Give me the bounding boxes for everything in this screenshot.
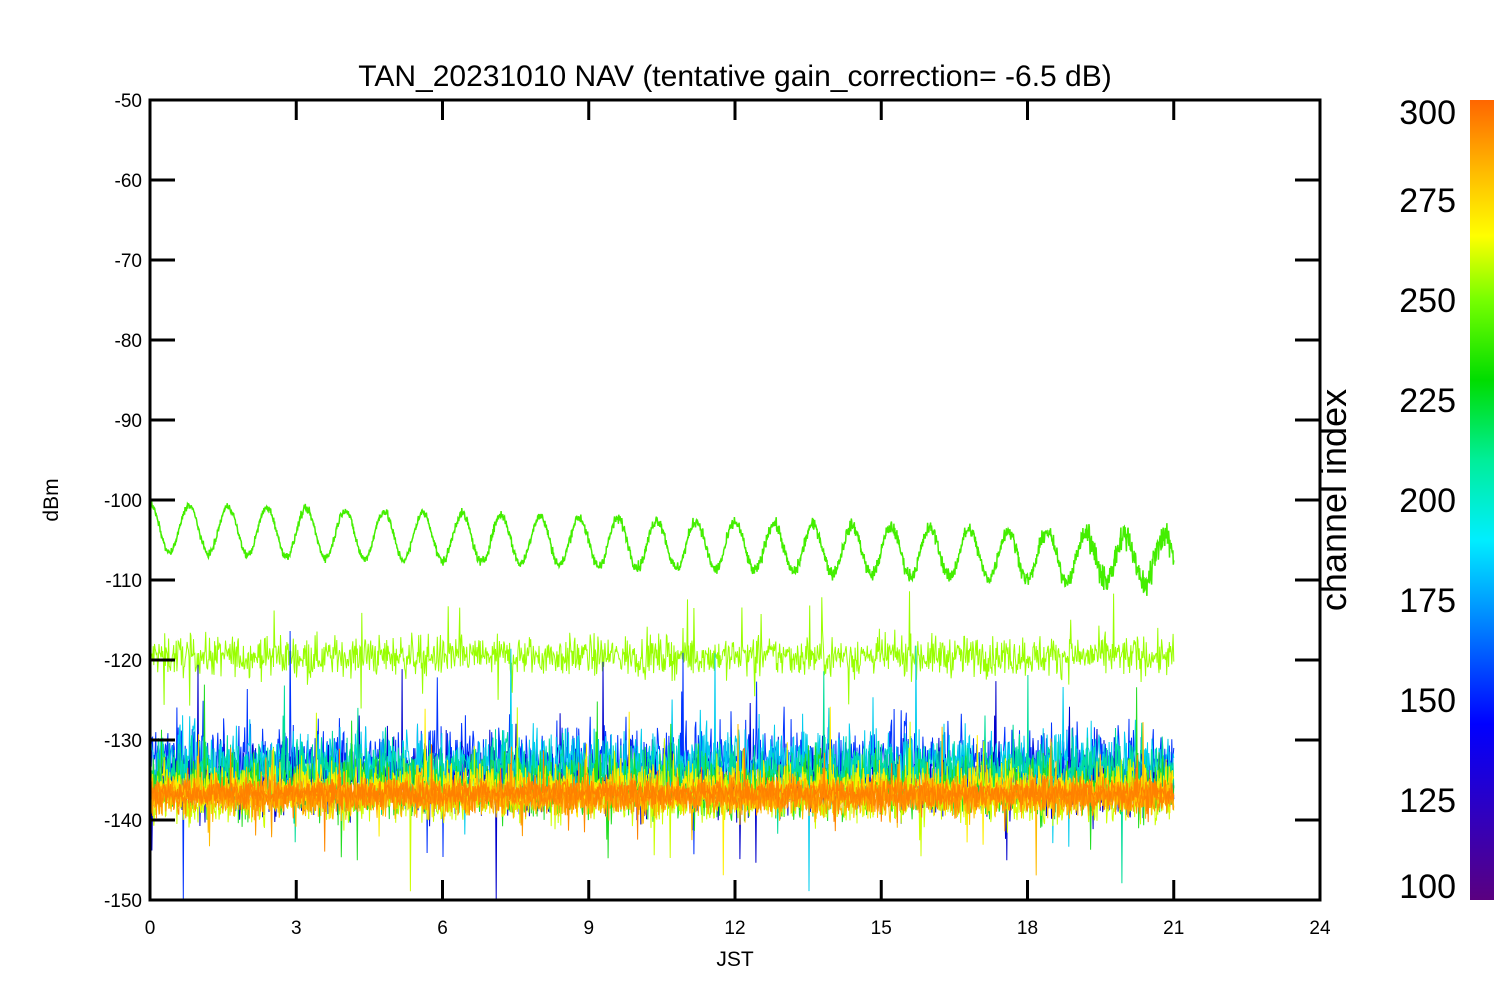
colorbar: 100 125 150 175 200 225 250 275 300 channel inde… [1313,94,1494,906]
y-tick-label: -100 [104,491,142,512]
x-tick-label: 0 [145,918,156,939]
colorbar-gradient [1470,100,1494,900]
chart-title: TAN_20231010 NAV (tentative gain_correct… [358,60,1112,93]
colorbar-tick-label: 175 [1399,582,1456,620]
y-tick-label: -80 [115,331,142,352]
y-tick-label: -120 [104,651,142,672]
y-tick-label: -60 [115,171,142,192]
y-tick-label: -150 [104,891,142,912]
y-tick-label: -50 [115,91,142,112]
y-tick-label: -140 [104,811,142,832]
plot-area: 0 3 6 9 12 15 18 21 24 -50 -60 -70 -80 -90 -100 -110 -12… [104,91,1331,939]
x-tick-label: 3 [291,918,302,939]
x-tick-label: 21 [1163,918,1184,939]
colorbar-label: channel index [1313,389,1354,611]
series-layer [149,500,1175,901]
colorbar-tick-label: 100 [1399,868,1456,906]
colorbar-tick-label: 125 [1399,782,1456,820]
colorbar-tick-label: 275 [1399,182,1456,220]
ticks-layer: 0 3 6 9 12 15 18 21 24 -50 -60 -70 -80 -90 -100 -110 -12… [104,91,1331,939]
y-tick-label: -70 [115,251,142,272]
series-line-channel-292 [149,738,1175,838]
colorbar-tick-label: 150 [1399,682,1456,720]
x-tick-label: 6 [437,918,448,939]
colorbar-tick-label: 300 [1399,94,1456,132]
x-tick-label: 15 [871,918,892,939]
x-tick-label: 24 [1309,918,1331,939]
x-tick-label: 12 [724,918,745,939]
series-line-channel-258 [149,591,1175,709]
colorbar-ticks: 100 125 150 175 200 225 250 275 300 [1399,94,1456,906]
x-tick-label: 9 [583,918,594,939]
x-tick-label: 18 [1017,918,1038,939]
colorbar-tick-label: 250 [1399,282,1456,320]
y-tick-label: -90 [115,411,142,432]
series-line-channel-240 [149,500,1175,596]
y-axis-label: dBm [40,478,63,521]
y-tick-label: -130 [104,731,142,752]
y-tick-label: -110 [105,571,142,592]
x-axis-label: JST [716,948,754,971]
colorbar-tick-label: 200 [1399,482,1456,520]
series-line-channel-275 [149,706,1175,876]
series-line-channel-300 [149,747,1175,840]
colorbar-tick-label: 225 [1399,382,1456,420]
